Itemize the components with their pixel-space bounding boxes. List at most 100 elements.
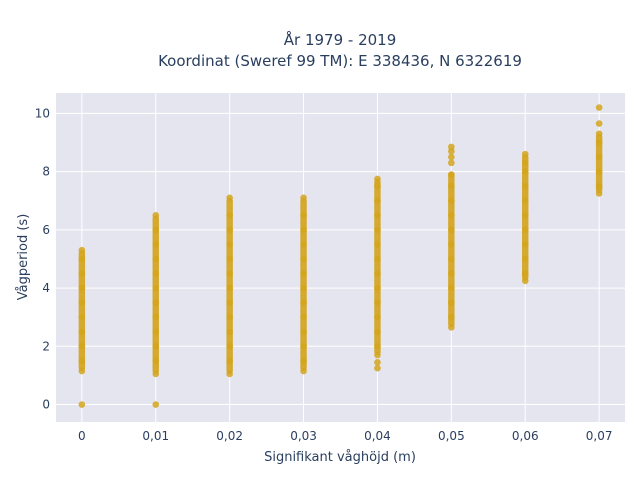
- data-point: [300, 357, 307, 365]
- data-point: [595, 139, 603, 146]
- data-point: [226, 241, 233, 248]
- data-point: [374, 182, 381, 190]
- data-point: [152, 226, 160, 234]
- point-band: [78, 250, 86, 372]
- data-point: [78, 284, 86, 292]
- data-point: [300, 270, 307, 277]
- data-point: [374, 175, 381, 183]
- data-point: [448, 171, 455, 178]
- data-point: [226, 270, 233, 277]
- x-tick-label: 0,03: [290, 429, 317, 443]
- data-point: [78, 313, 86, 321]
- tick-labels: 0 0,01 0,02 0,03 0,04 0,05 0,06 0,07 0 2 4 6 8 10: [35, 106, 613, 443]
- data-point: [152, 241, 160, 248]
- data-point: [152, 284, 160, 292]
- data-point: [152, 343, 160, 350]
- y-tick-label: 4: [42, 281, 50, 295]
- data-point: [448, 299, 455, 306]
- data-point: [448, 211, 455, 219]
- y-tick-label: 8: [42, 165, 50, 179]
- data-point: [595, 130, 603, 138]
- data-point: [78, 246, 86, 254]
- data-point: [521, 241, 529, 248]
- data-point: [226, 357, 233, 365]
- data-point: [152, 370, 160, 378]
- data-point: [226, 226, 233, 234]
- x-tick-label: 0,07: [586, 429, 613, 443]
- chart-title-line2: Koordinat (Sweref 99 TM): E 338436, N 63…: [158, 52, 522, 70]
- data-point: [78, 270, 86, 277]
- data-point: [78, 255, 86, 263]
- data-point: [448, 159, 455, 167]
- data-point: [374, 313, 381, 321]
- data-point: [78, 401, 86, 408]
- data-point: [226, 313, 233, 321]
- data-point: [374, 359, 381, 366]
- y-tick-label: 0: [42, 398, 50, 412]
- data-point: [78, 367, 86, 375]
- data-point: [226, 343, 233, 350]
- data-point: [374, 197, 381, 205]
- data-point: [152, 270, 160, 277]
- data-point: [374, 343, 381, 350]
- data-point: [595, 104, 603, 111]
- data-point: [374, 255, 381, 263]
- point-band: [152, 215, 159, 374]
- data-point: [448, 182, 455, 190]
- x-tick-label: 0,05: [438, 429, 465, 443]
- x-tick-label: 0,01: [142, 429, 169, 443]
- data-point: [374, 284, 381, 292]
- data-point: [152, 313, 160, 321]
- data-point: [448, 270, 455, 277]
- data-point: [152, 299, 160, 306]
- data-point: [374, 299, 381, 306]
- data-point: [521, 197, 529, 205]
- data-point: [521, 255, 529, 263]
- data-point: [595, 182, 603, 190]
- data-point: [300, 255, 307, 263]
- data-point: [226, 284, 233, 292]
- data-point: [152, 328, 160, 336]
- x-tick-label: 0: [78, 429, 86, 443]
- data-point: [595, 168, 603, 175]
- y-axis-label: Vågperiod (s): [16, 214, 31, 301]
- x-tick-label: 0,04: [364, 429, 391, 443]
- data-point: [226, 299, 233, 306]
- y-tick-label: 10: [35, 106, 50, 120]
- data-point: [448, 226, 455, 234]
- data-point: [152, 255, 160, 263]
- data-point: [300, 194, 307, 202]
- data-point: [300, 313, 307, 321]
- data-point: [374, 241, 381, 248]
- data-point: [521, 150, 529, 158]
- data-point: [300, 211, 307, 219]
- x-axis-label: Signifikant våghöjd (m): [264, 450, 416, 465]
- data-point: [78, 357, 86, 365]
- data-point: [521, 159, 529, 167]
- point-band: [300, 197, 307, 372]
- data-point: [448, 143, 455, 151]
- data-point: [374, 351, 381, 359]
- data-point: [226, 194, 233, 202]
- data-point: [226, 328, 233, 336]
- x-tick-label: 0,02: [216, 429, 243, 443]
- data-point: [448, 324, 455, 331]
- data-point: [152, 401, 160, 408]
- data-point: [152, 357, 160, 365]
- data-point: [152, 211, 160, 219]
- data-point: [448, 241, 455, 248]
- plot-area: [56, 93, 625, 422]
- data-point: [374, 211, 381, 219]
- data-point: [521, 226, 529, 234]
- y-tick-label: 2: [42, 339, 50, 353]
- data-point: [595, 190, 603, 197]
- data-point: [78, 299, 86, 306]
- data-point: [78, 343, 86, 350]
- data-point: [448, 284, 455, 292]
- chart-title-line1: År 1979 - 2019: [284, 30, 397, 49]
- data-point: [521, 277, 529, 285]
- data-points: [78, 104, 603, 408]
- point-band: [374, 178, 381, 356]
- data-point: [521, 168, 529, 175]
